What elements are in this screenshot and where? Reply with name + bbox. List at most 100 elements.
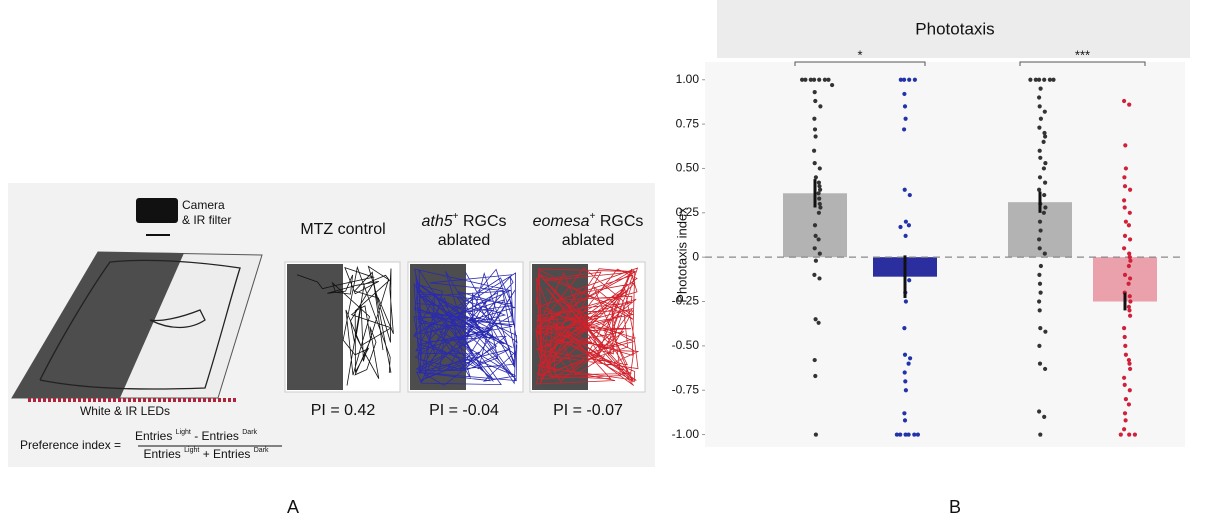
data-point <box>1042 130 1047 136</box>
camera-label: & IR filter <box>182 213 231 227</box>
data-point <box>812 77 817 82</box>
data-point <box>1038 86 1043 91</box>
data-point <box>1128 366 1133 372</box>
data-point <box>813 98 818 104</box>
y-tick-label: 0.50 <box>676 161 700 175</box>
data-point <box>1043 205 1048 210</box>
significance-bracket <box>794 61 926 66</box>
data-point <box>1037 187 1042 192</box>
data-point <box>830 82 835 88</box>
data-point <box>1123 396 1128 402</box>
data-point <box>1037 219 1043 224</box>
data-point <box>902 77 907 82</box>
data-point <box>1042 251 1047 256</box>
significance-label: * <box>857 47 862 62</box>
data-point <box>1123 143 1128 148</box>
data-point <box>1127 388 1132 393</box>
data-point <box>1122 184 1128 189</box>
data-point <box>1127 294 1132 299</box>
arena-trajectory <box>39 259 241 390</box>
data-point <box>1127 102 1132 107</box>
data-point <box>1123 343 1128 348</box>
data-point <box>1127 210 1132 215</box>
data-point <box>817 184 822 189</box>
data-point <box>903 219 909 224</box>
data-point <box>1122 382 1127 388</box>
data-point <box>812 357 817 363</box>
y-tick-label: -0.25 <box>672 294 700 308</box>
data-point <box>813 233 818 238</box>
panel-label: B <box>949 497 961 517</box>
data-point <box>800 77 805 82</box>
data-point <box>1038 155 1043 160</box>
y-axis-label: Phototaxis index <box>674 207 689 303</box>
data-point <box>903 432 908 437</box>
data-point <box>902 326 907 331</box>
data-point <box>1132 432 1137 437</box>
plot: 1.000.750.500.250-0.25-0.50-0.75-1.00* **… <box>672 47 1185 441</box>
data-point <box>1127 255 1132 260</box>
data-point <box>1037 361 1043 366</box>
data-point <box>903 299 909 304</box>
data-point <box>1037 409 1042 414</box>
data-point <box>812 272 817 278</box>
data-point <box>1041 139 1046 144</box>
data-point <box>822 77 828 82</box>
data-point <box>1033 77 1038 82</box>
formula-numerator: Entries Light - Entries Dark <box>135 429 258 443</box>
data-point <box>818 187 823 192</box>
data-point <box>1038 290 1043 295</box>
data-point <box>1041 166 1046 171</box>
data-point <box>1126 304 1131 309</box>
data-point <box>817 196 822 201</box>
data-point <box>1123 166 1128 171</box>
data-point <box>1043 366 1048 372</box>
data-point <box>1037 148 1042 153</box>
data-point <box>906 432 911 437</box>
data-point <box>902 104 908 109</box>
y-tick-label: 0 <box>692 249 699 263</box>
data-point <box>902 370 907 375</box>
data-point <box>912 432 917 437</box>
data-point <box>1043 329 1048 334</box>
data-point <box>894 432 900 437</box>
data-point <box>1126 263 1131 269</box>
data-point <box>1037 77 1042 82</box>
pi-value: PI = -0.04 <box>429 402 499 419</box>
data-point <box>1122 375 1127 380</box>
y-tick-label: 0.75 <box>676 116 700 130</box>
pi-value: PI = -0.07 <box>553 402 623 419</box>
data-point <box>1128 276 1133 281</box>
data-point <box>903 379 908 384</box>
data-point <box>1127 308 1132 313</box>
data-point <box>813 175 819 180</box>
condition-title: ath5+ RGCs <box>422 211 507 231</box>
data-point <box>1122 198 1127 203</box>
data-point <box>1122 334 1127 340</box>
data-point <box>812 223 818 228</box>
significance-label: *** <box>1075 47 1090 62</box>
data-point <box>1122 411 1128 416</box>
data-point <box>1122 427 1127 432</box>
data-point <box>816 210 822 215</box>
trajectory <box>534 267 639 386</box>
formula-lhs: Preference index = <box>20 438 121 452</box>
data-point <box>816 237 821 242</box>
data-point <box>812 90 817 95</box>
data-point <box>808 77 813 82</box>
trajectory <box>296 265 394 386</box>
data-point <box>813 373 818 379</box>
panel-label: A <box>287 497 299 517</box>
data-point <box>812 161 817 166</box>
data-point <box>902 187 907 192</box>
y-tick-label: 0.25 <box>676 205 700 219</box>
data-point <box>898 224 903 230</box>
data-point <box>826 77 831 82</box>
data-point <box>902 127 907 132</box>
data-point <box>902 91 907 97</box>
data-point <box>813 432 819 437</box>
data-point <box>1047 77 1052 82</box>
data-point <box>1122 233 1128 238</box>
data-point <box>907 278 912 283</box>
data-point <box>1122 326 1127 331</box>
